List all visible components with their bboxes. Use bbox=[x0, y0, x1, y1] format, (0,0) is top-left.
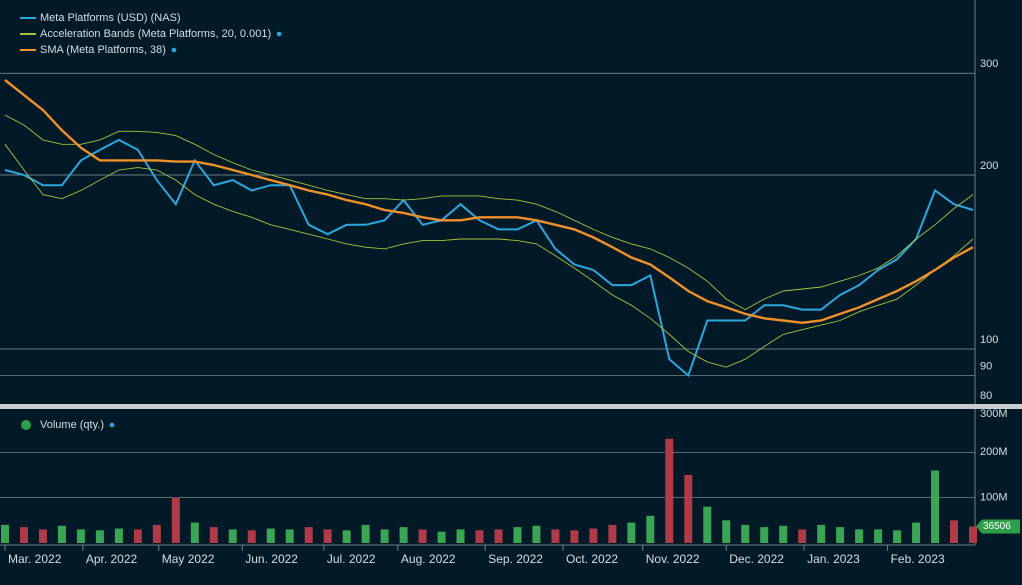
volume-bar bbox=[247, 530, 256, 543]
series-line bbox=[4, 79, 974, 325]
volume-bar bbox=[228, 529, 237, 543]
x-tick-label: Mar. 2022 bbox=[8, 552, 62, 566]
volume-bar bbox=[323, 529, 332, 543]
x-tick-label: Feb. 2023 bbox=[891, 552, 945, 566]
y-tick-label: 300 bbox=[980, 58, 998, 70]
volume-bar bbox=[836, 527, 845, 543]
volume-bar bbox=[627, 522, 636, 543]
volume-bar bbox=[133, 529, 142, 543]
volume-bar bbox=[665, 438, 674, 543]
volume-bar bbox=[760, 527, 769, 543]
y-tick-label: 80 bbox=[980, 390, 992, 402]
x-tick-label: Sep. 2022 bbox=[488, 552, 543, 566]
volume-bar bbox=[646, 515, 655, 543]
volume-bar bbox=[209, 527, 218, 543]
volume-bar bbox=[874, 529, 883, 543]
volume-bar bbox=[342, 530, 351, 543]
x-tick-label: Nov. 2022 bbox=[646, 552, 700, 566]
volume-bar bbox=[722, 520, 731, 543]
volume-bar bbox=[76, 529, 85, 543]
x-tick-label: Jul. 2022 bbox=[327, 552, 376, 566]
volume-bar bbox=[266, 528, 275, 543]
volume-bar bbox=[19, 527, 28, 543]
volume-bar bbox=[798, 529, 807, 543]
y-tick-label: 90 bbox=[980, 360, 992, 372]
x-tick-label: Aug. 2022 bbox=[401, 552, 456, 566]
volume-bar bbox=[969, 526, 977, 543]
volume-bar bbox=[703, 506, 712, 543]
volume-bar bbox=[57, 525, 66, 543]
volume-bar bbox=[361, 524, 370, 543]
legend-label[interactable]: Acceleration Bands (Meta Platforms, 20, … bbox=[40, 28, 271, 40]
series-line bbox=[4, 114, 974, 311]
volume-bar bbox=[38, 529, 47, 543]
volume-bar bbox=[95, 530, 104, 543]
legend-settings[interactable] bbox=[171, 47, 177, 53]
volume-bar bbox=[931, 470, 940, 543]
volume-bar bbox=[1, 524, 9, 543]
series-line bbox=[4, 138, 974, 378]
last-value-label: 36506 bbox=[983, 521, 1011, 532]
volume-bar bbox=[513, 527, 522, 543]
volume-bar bbox=[950, 520, 959, 543]
volume-bar bbox=[190, 522, 199, 543]
volume-bar bbox=[779, 525, 788, 543]
y-tick-label: 200M bbox=[980, 446, 1008, 458]
legend-label[interactable]: Meta Platforms (USD) (NAS) bbox=[40, 12, 181, 24]
volume-bar bbox=[475, 530, 484, 543]
volume-bar bbox=[817, 524, 826, 543]
volume-bar bbox=[532, 525, 541, 543]
volume-bar bbox=[494, 529, 503, 543]
x-tick-label: Jun. 2022 bbox=[245, 552, 298, 566]
volume-bar bbox=[608, 524, 617, 543]
volume-bar bbox=[684, 475, 693, 543]
series-line bbox=[4, 144, 974, 368]
legend-settings[interactable] bbox=[276, 31, 282, 37]
volume-bar bbox=[152, 524, 161, 543]
last-value-tag bbox=[976, 519, 1020, 534]
x-tick-label: May 2022 bbox=[162, 552, 215, 566]
x-tick-label: Apr. 2022 bbox=[86, 552, 138, 566]
volume-bar bbox=[380, 529, 389, 543]
volume-bar bbox=[285, 529, 294, 543]
legend-label[interactable]: Volume (qty.) bbox=[40, 419, 104, 431]
volume-bar bbox=[456, 529, 465, 543]
volume-bar bbox=[551, 529, 560, 543]
volume-bar bbox=[570, 530, 579, 543]
y-tick-label: 300M bbox=[980, 408, 1008, 420]
volume-bar bbox=[304, 527, 313, 543]
legend-settings[interactable] bbox=[109, 422, 115, 428]
volume-bar bbox=[399, 527, 408, 543]
volume-bar bbox=[893, 530, 902, 543]
volume-bar bbox=[114, 528, 123, 543]
x-tick-label: Oct. 2022 bbox=[566, 552, 618, 566]
legend-swatch bbox=[21, 420, 31, 430]
x-tick-label: Dec. 2022 bbox=[729, 552, 784, 566]
x-tick-label: Jan. 2023 bbox=[807, 552, 860, 566]
volume-bar bbox=[171, 497, 180, 543]
y-tick-label: 200 bbox=[980, 160, 998, 172]
legend-label[interactable]: SMA (Meta Platforms, 38) bbox=[40, 44, 166, 56]
pane-divider bbox=[0, 404, 1022, 409]
y-tick-label: 100 bbox=[980, 334, 998, 346]
volume-bar bbox=[418, 529, 427, 543]
volume-bar bbox=[741, 524, 750, 543]
volume-bar bbox=[437, 531, 446, 543]
volume-bar bbox=[589, 528, 598, 543]
y-tick-label: 100M bbox=[980, 492, 1008, 504]
volume-bar bbox=[912, 522, 921, 543]
volume-bar bbox=[855, 529, 864, 543]
